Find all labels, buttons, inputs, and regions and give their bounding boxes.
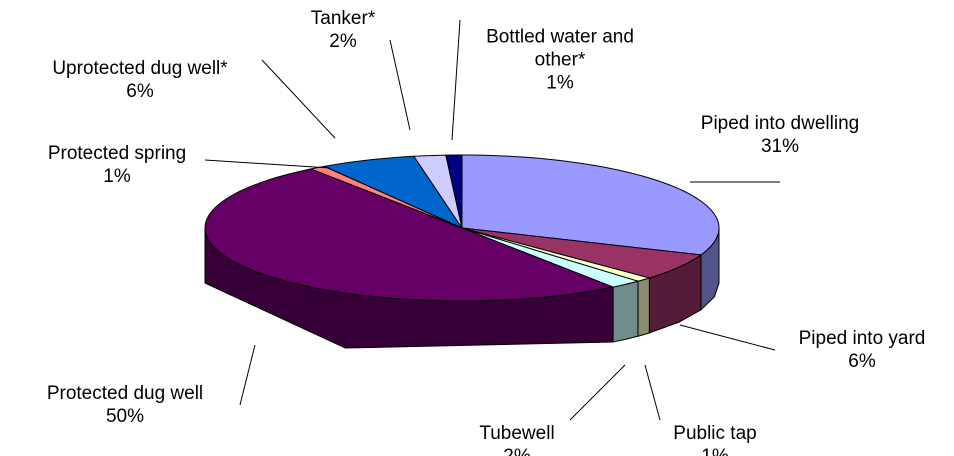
category-label: Protected dug well [46, 383, 204, 404]
value-label: 31% [760, 136, 800, 157]
category-label: Piped into yard [798, 328, 926, 349]
value-label: 2% [329, 31, 357, 52]
slice-label: Piped into yard 6% [799, 327, 926, 373]
category-label: Public tap [673, 423, 757, 444]
category-label: Bottled water and other* [486, 26, 634, 71]
slice [322, 155, 464, 230]
leader-line [644, 364, 661, 421]
leader-line [679, 324, 776, 351]
value-label: 1% [673, 445, 756, 456]
category-label: Tanker* [310, 8, 376, 29]
slice-side [612, 280, 639, 343]
slice-label: Uprotected dug well* 6% [52, 57, 227, 103]
slice-label: Public tap1% [673, 422, 756, 456]
slice-label: Tubewell2% [479, 422, 554, 456]
value-label: 1% [103, 166, 131, 187]
slice [461, 227, 703, 279]
leader-line [569, 364, 626, 421]
value-label: 1% [546, 72, 574, 94]
leader-line [261, 59, 336, 139]
category-label: Tubewell [479, 423, 555, 444]
category-label: Piped into dwelling [700, 113, 860, 134]
value-label: 6% [126, 81, 154, 102]
slice [204, 168, 615, 302]
value-label: 50% [105, 406, 145, 427]
leader-line [451, 19, 461, 141]
category-label: Uprotected dug well* [52, 58, 228, 79]
slice-side [637, 277, 650, 337]
leader-line [389, 39, 411, 131]
value-label: 6% [848, 351, 876, 372]
slice-label: Protected dug well 50% [47, 382, 203, 428]
slice-label: Tanker* 2% [311, 7, 375, 53]
value-label: 2% [479, 445, 554, 456]
leader-line [204, 159, 331, 169]
slice-label: Piped into dwelling 31% [701, 112, 859, 158]
slice [461, 154, 720, 256]
slice-label: Protected spring 1% [48, 142, 186, 188]
category-label: Protected spring [47, 143, 187, 164]
leader-line [239, 344, 256, 406]
slice-label: Bottled water and other* 1% [475, 26, 645, 95]
slice [445, 154, 463, 229]
